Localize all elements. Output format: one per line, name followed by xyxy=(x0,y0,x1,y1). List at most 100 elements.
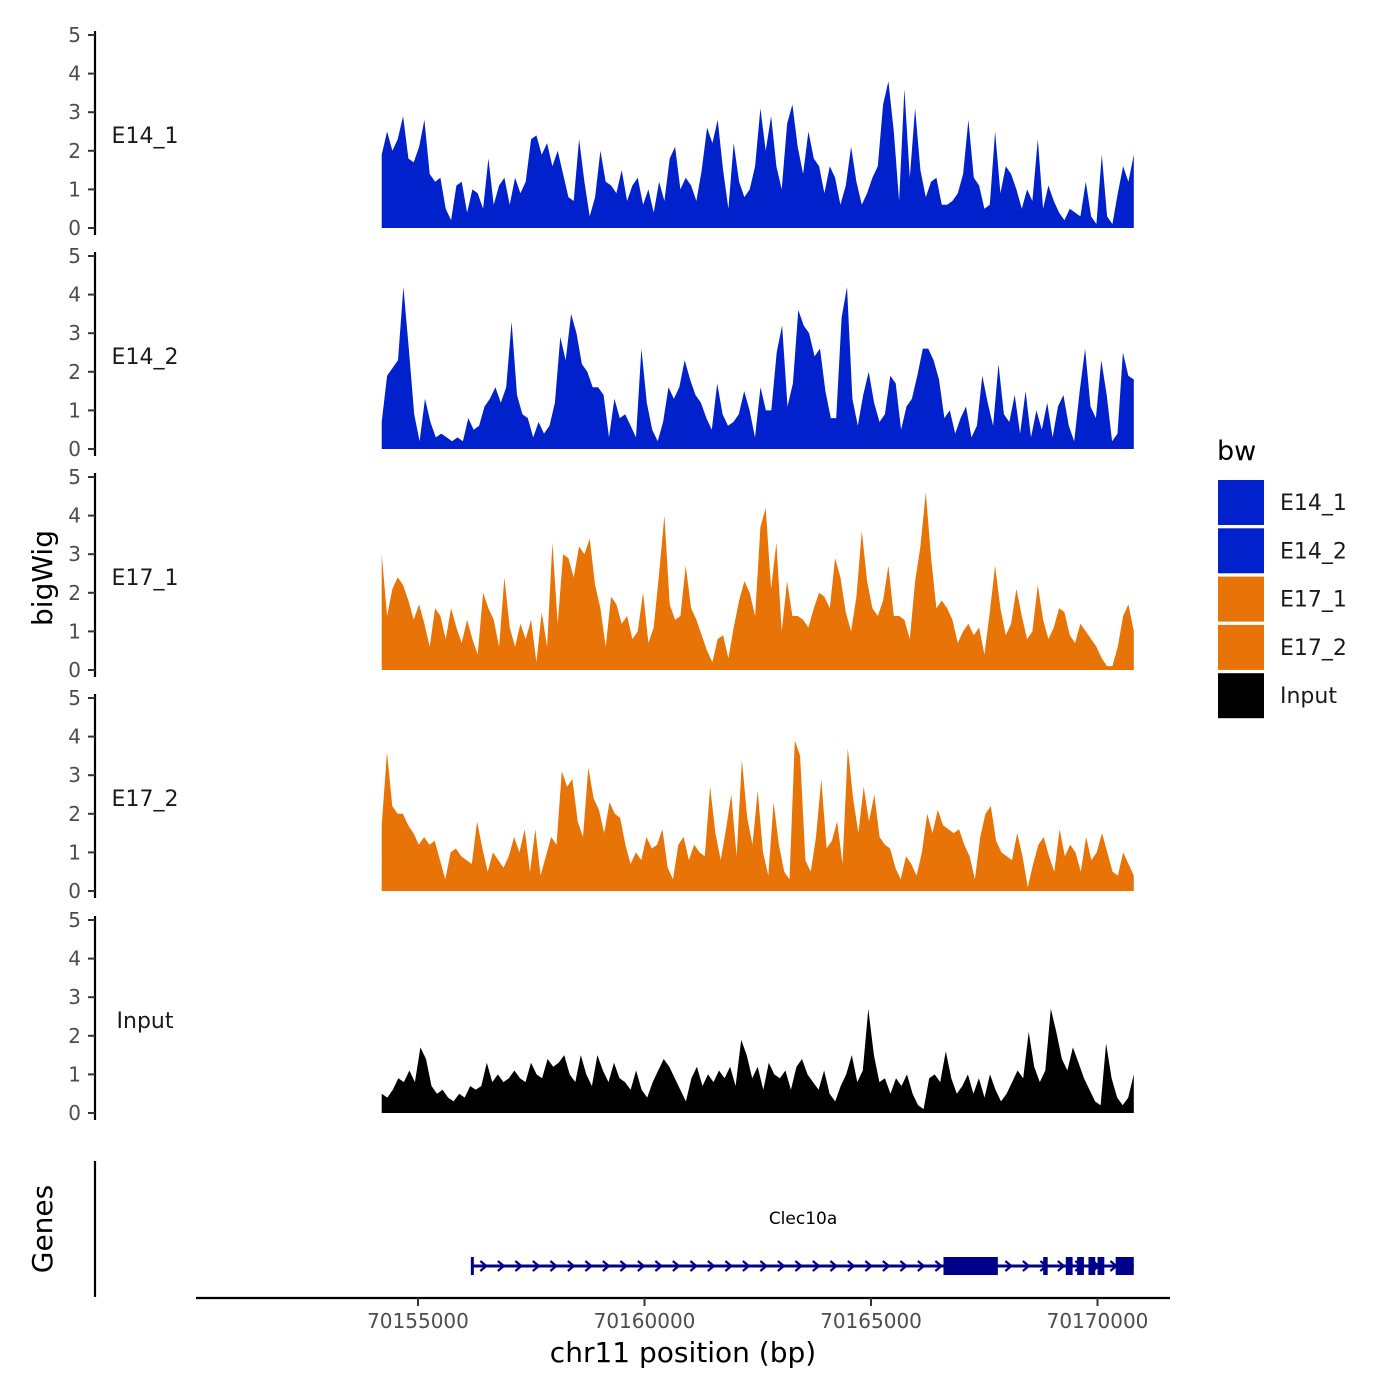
strand-arrow xyxy=(812,1260,821,1272)
exon xyxy=(1043,1257,1048,1275)
y-tick-label: 0 xyxy=(68,437,81,461)
gene-models: Clec10a xyxy=(470,1209,1134,1275)
strand-arrow xyxy=(602,1260,611,1272)
strand-arrow xyxy=(497,1260,506,1272)
x-axis: 70155000 70160000 70165000 70170000 chr11 p… xyxy=(196,1296,1170,1369)
y-tick-label: 1 xyxy=(68,619,81,643)
strand-arrow xyxy=(1057,1260,1066,1272)
y-tick-label: 2 xyxy=(68,581,81,605)
y-tick-label: 0 xyxy=(68,658,81,682)
y-tick-label: 5 xyxy=(68,908,81,932)
y-tick-label: 4 xyxy=(68,62,81,86)
y-tick-label: 4 xyxy=(68,504,81,528)
strand-arrow xyxy=(567,1260,576,1272)
y-tick-label: 2 xyxy=(68,1024,81,1048)
legend: bw E14_1 E14_2 E17_1 E17_2 Input xyxy=(1217,436,1347,719)
y-tick-label: 0 xyxy=(68,879,81,903)
y-tick-label: 1 xyxy=(68,1062,81,1086)
x-tick-label: 70170000 xyxy=(1047,1309,1149,1333)
strand-arrow xyxy=(619,1260,629,1272)
strand-arrow xyxy=(672,1260,681,1272)
track-E17_2: 0 1 2 3 4 5 E17_2 xyxy=(68,686,1134,903)
gene-Clec10a: Clec10a xyxy=(470,1209,1134,1275)
track-E14_1: 0 1 2 3 4 5 E14_1 xyxy=(68,23,1134,240)
y-tick-label: 1 xyxy=(68,177,81,201)
y-tick-label: 2 xyxy=(68,360,81,384)
x-tick-label: 70165000 xyxy=(820,1309,922,1333)
legend-label-E17_2: E17_2 xyxy=(1280,636,1347,661)
strand-arrow xyxy=(829,1260,839,1272)
exon xyxy=(943,1257,998,1275)
strand-arrow xyxy=(532,1260,541,1272)
y-tick-label: 2 xyxy=(68,139,81,163)
area-Input xyxy=(381,1008,1134,1113)
strand-arrow xyxy=(917,1260,926,1272)
track-E14_2: 0 1 2 3 4 5 E14_2 xyxy=(68,244,1134,461)
x-tick-label: 70155000 xyxy=(367,1309,469,1333)
exon xyxy=(1088,1257,1096,1275)
strand-arrow xyxy=(637,1260,646,1272)
track-label: E14_1 xyxy=(112,124,179,149)
strand-arrow xyxy=(742,1260,751,1272)
strand-arrow xyxy=(514,1260,524,1272)
legend-swatch-E17_2 xyxy=(1218,624,1264,670)
y-tick-label: 3 xyxy=(68,542,81,566)
legend-label-E14_1: E14_1 xyxy=(1280,491,1347,516)
y-tick-label: 3 xyxy=(68,763,81,787)
area-E17_2 xyxy=(381,740,1134,891)
legend-label-Input: Input xyxy=(1280,684,1337,709)
x-tick-label: 70160000 xyxy=(594,1309,696,1333)
strand-arrow xyxy=(759,1260,769,1272)
legend-title: bw xyxy=(1217,436,1256,467)
y-tick-label: 5 xyxy=(68,244,81,268)
strand-arrow xyxy=(794,1260,804,1272)
y-tick-label: 4 xyxy=(68,283,81,307)
y-tick-label: 5 xyxy=(68,686,81,710)
exon xyxy=(1097,1257,1105,1275)
strand-arrow xyxy=(707,1260,716,1272)
track-label: Input xyxy=(117,1009,174,1034)
legend-swatch-Input xyxy=(1218,673,1264,719)
y-tick-label: 0 xyxy=(68,216,81,240)
y-tick-label: 2 xyxy=(68,802,81,826)
legend-swatch-E17_1 xyxy=(1218,576,1264,622)
strand-arrow xyxy=(934,1260,944,1272)
track-E17_1: 0 1 2 3 4 5 E17_1 xyxy=(68,465,1134,682)
strand-arrow xyxy=(549,1260,559,1272)
exon xyxy=(1115,1257,1134,1275)
x-axis-title: chr11 position (bp) xyxy=(550,1336,816,1369)
strand-arrow xyxy=(584,1260,594,1272)
strand-arrow xyxy=(882,1260,891,1272)
strand-arrow xyxy=(654,1260,664,1272)
y-tick-label: 1 xyxy=(68,398,81,422)
gene-label: Clec10a xyxy=(769,1209,837,1229)
y-tick-label: 3 xyxy=(68,100,81,124)
strand-arrow xyxy=(479,1260,489,1272)
track-label: E17_1 xyxy=(112,566,179,591)
y-axis-title: bigWig xyxy=(26,530,59,626)
strand-arrow xyxy=(899,1260,909,1272)
strand-arrow xyxy=(847,1260,856,1272)
strand-arrow xyxy=(689,1260,699,1272)
track-label: E14_2 xyxy=(112,345,179,370)
area-E17_1 xyxy=(381,492,1134,670)
exon xyxy=(1065,1257,1073,1275)
legend-items: E14_1 E14_2 E17_1 E17_2 Input xyxy=(1218,480,1347,719)
track-Input: 0 1 2 3 4 5 Input xyxy=(68,908,1134,1125)
strand-arrow xyxy=(1004,1260,1014,1272)
area-E14_2 xyxy=(381,286,1134,449)
genes-panel: Genes Clec10a xyxy=(26,1161,1134,1297)
genes-axis-title: Genes xyxy=(26,1185,59,1273)
y-tick-label: 3 xyxy=(68,321,81,345)
y-tick-label: 0 xyxy=(68,1101,81,1125)
y-tick-label: 1 xyxy=(68,840,81,864)
area-E14_1 xyxy=(381,81,1134,228)
legend-swatch-E14_2 xyxy=(1218,528,1264,574)
y-tick-label: 4 xyxy=(68,947,81,971)
strand-arrow xyxy=(1022,1260,1031,1272)
legend-label-E17_1: E17_1 xyxy=(1280,588,1347,613)
track-label: E17_2 xyxy=(112,787,179,812)
strand-arrow xyxy=(864,1260,874,1272)
x-axis-ticks: 70155000 70160000 70165000 70170000 xyxy=(367,1298,1148,1333)
